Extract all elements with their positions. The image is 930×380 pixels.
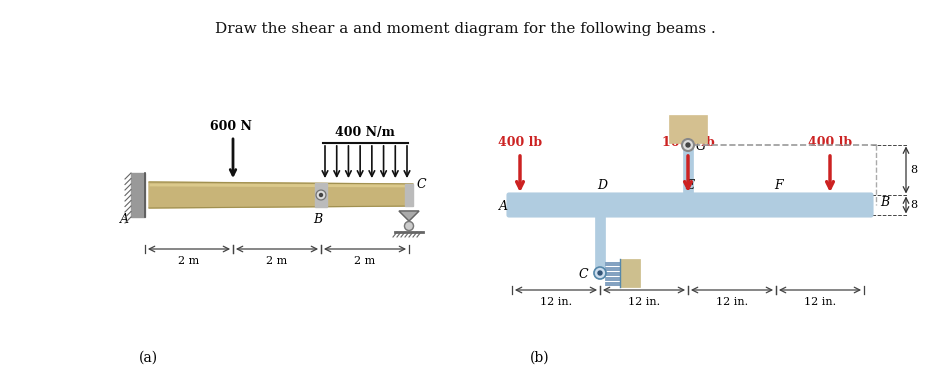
Circle shape xyxy=(405,222,414,231)
Text: 400 N/m: 400 N/m xyxy=(335,126,395,139)
Polygon shape xyxy=(399,211,419,221)
Text: (a): (a) xyxy=(139,351,157,365)
Text: B: B xyxy=(880,196,889,209)
Text: A: A xyxy=(499,200,508,212)
Text: 12 in.: 12 in. xyxy=(628,297,660,307)
Bar xyxy=(131,173,145,217)
Text: 400 lb: 400 lb xyxy=(498,136,542,149)
Bar xyxy=(683,145,693,195)
Text: C: C xyxy=(578,269,588,282)
Circle shape xyxy=(686,143,690,147)
Text: 12 in.: 12 in. xyxy=(804,297,836,307)
Text: A: A xyxy=(120,213,129,226)
Text: 600 N: 600 N xyxy=(210,120,252,133)
Text: Draw the shear a and moment diagram for the following beams .: Draw the shear a and moment diagram for … xyxy=(215,22,715,36)
Text: 2 m: 2 m xyxy=(354,256,376,266)
Bar xyxy=(315,183,327,207)
Polygon shape xyxy=(149,182,413,208)
Bar xyxy=(405,184,413,206)
Text: 2 m: 2 m xyxy=(266,256,287,266)
Text: 8: 8 xyxy=(910,200,917,210)
Text: 8: 8 xyxy=(910,165,917,175)
Bar xyxy=(620,259,640,287)
Circle shape xyxy=(594,267,606,279)
Circle shape xyxy=(316,190,326,200)
Text: E: E xyxy=(685,179,695,192)
Text: C: C xyxy=(417,177,427,190)
Text: 12 in.: 12 in. xyxy=(716,297,748,307)
Text: 12 in.: 12 in. xyxy=(540,297,572,307)
Text: 1600 lb: 1600 lb xyxy=(661,136,714,149)
Bar xyxy=(595,215,605,273)
Text: 2 m: 2 m xyxy=(179,256,200,266)
Text: (b): (b) xyxy=(530,351,550,365)
Text: B: B xyxy=(313,213,323,226)
Circle shape xyxy=(598,271,602,275)
Circle shape xyxy=(320,193,323,196)
Circle shape xyxy=(682,139,694,151)
Text: D: D xyxy=(597,179,607,192)
Text: G: G xyxy=(696,139,706,152)
Bar xyxy=(669,115,707,143)
Text: 400 lb: 400 lb xyxy=(808,136,852,149)
Text: F: F xyxy=(774,179,782,192)
FancyBboxPatch shape xyxy=(507,193,873,217)
